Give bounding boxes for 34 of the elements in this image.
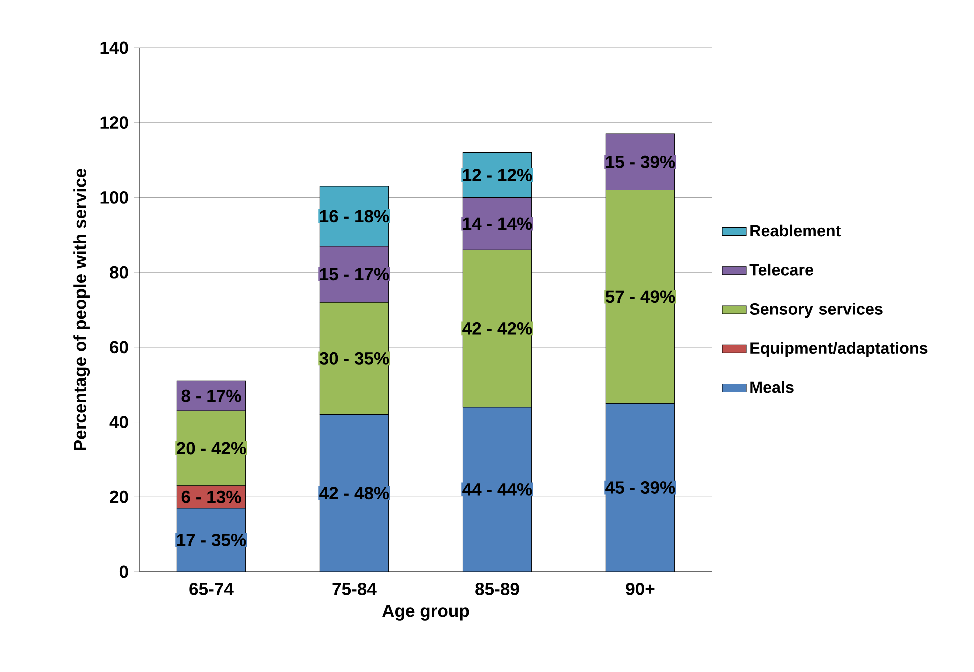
y-tick-label: 40 xyxy=(110,416,128,428)
data-label: 45 - 39% xyxy=(606,482,676,494)
legend-label: Telecare xyxy=(750,264,814,276)
data-label: 42 - 48% xyxy=(320,487,390,500)
y-axis-title: Percentage of people with service xyxy=(74,168,90,450)
x-axis-title: Age group xyxy=(382,605,470,621)
x-tick-label: 85-89 xyxy=(476,582,520,596)
data-label: 15 - 17% xyxy=(320,268,390,281)
data-label: 15 - 39% xyxy=(606,156,676,168)
y-tick-label: 80 xyxy=(110,266,128,279)
y-tick-label: 100 xyxy=(100,191,128,204)
legend-label: Meals xyxy=(750,381,794,394)
y-tick-label: 20 xyxy=(110,490,128,504)
data-label: 8 - 17% xyxy=(182,390,242,402)
x-tick-label: 65-74 xyxy=(190,582,234,596)
data-label: 16 - 18% xyxy=(320,210,390,223)
data-label: 30 - 35% xyxy=(320,352,390,365)
data-label: 14 - 14% xyxy=(463,218,532,230)
data-label: 44 - 44% xyxy=(462,483,532,496)
y-tick-label: 120 xyxy=(100,116,128,130)
y-tick-label: 60 xyxy=(110,341,128,354)
data-label: 17 - 35% xyxy=(177,534,246,546)
y-tick-label: 0 xyxy=(120,566,128,578)
data-label: 6 - 13% xyxy=(182,490,242,504)
y-tick-label: 140 xyxy=(100,42,128,54)
data-label: 12 - 12% xyxy=(463,169,532,182)
data-label: 20 - 42% xyxy=(176,442,246,455)
data-label: 57 - 49% xyxy=(606,290,676,304)
legend-label: Reablement xyxy=(750,224,842,237)
legend-label: Sensory services xyxy=(750,303,883,318)
legend-label: Equipment/adaptations xyxy=(750,342,928,358)
x-tick-label: 90+ xyxy=(626,582,655,596)
data-label: 42 - 42% xyxy=(462,322,532,335)
x-tick-label: 75-84 xyxy=(332,582,377,596)
